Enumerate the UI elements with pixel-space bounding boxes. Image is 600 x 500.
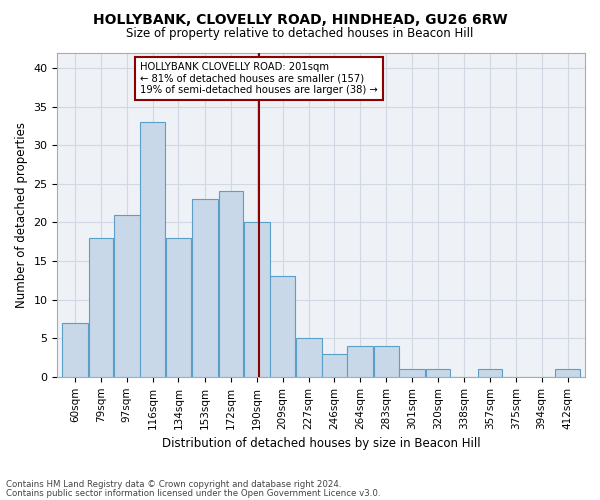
Bar — [62, 323, 88, 377]
Text: HOLLYBANK, CLOVELLY ROAD, HINDHEAD, GU26 6RW: HOLLYBANK, CLOVELLY ROAD, HINDHEAD, GU26… — [92, 12, 508, 26]
Text: Contains public sector information licensed under the Open Government Licence v3: Contains public sector information licen… — [6, 488, 380, 498]
Bar — [140, 122, 165, 377]
Bar — [89, 238, 113, 377]
Bar — [218, 192, 243, 377]
Bar — [347, 346, 373, 377]
Text: Size of property relative to detached houses in Beacon Hill: Size of property relative to detached ho… — [127, 28, 473, 40]
Bar — [271, 276, 295, 377]
Bar — [166, 238, 191, 377]
Bar — [322, 354, 347, 377]
Bar — [296, 338, 322, 377]
Bar — [478, 369, 502, 377]
X-axis label: Distribution of detached houses by size in Beacon Hill: Distribution of detached houses by size … — [162, 437, 481, 450]
Text: HOLLYBANK CLOVELLY ROAD: 201sqm
← 81% of detached houses are smaller (157)
19% o: HOLLYBANK CLOVELLY ROAD: 201sqm ← 81% of… — [140, 62, 378, 95]
Bar — [374, 346, 398, 377]
Bar — [426, 369, 451, 377]
Y-axis label: Number of detached properties: Number of detached properties — [15, 122, 28, 308]
Bar — [192, 199, 218, 377]
Bar — [114, 214, 140, 377]
Bar — [554, 369, 580, 377]
Bar — [399, 369, 425, 377]
Bar — [244, 222, 270, 377]
Text: Contains HM Land Registry data © Crown copyright and database right 2024.: Contains HM Land Registry data © Crown c… — [6, 480, 341, 489]
